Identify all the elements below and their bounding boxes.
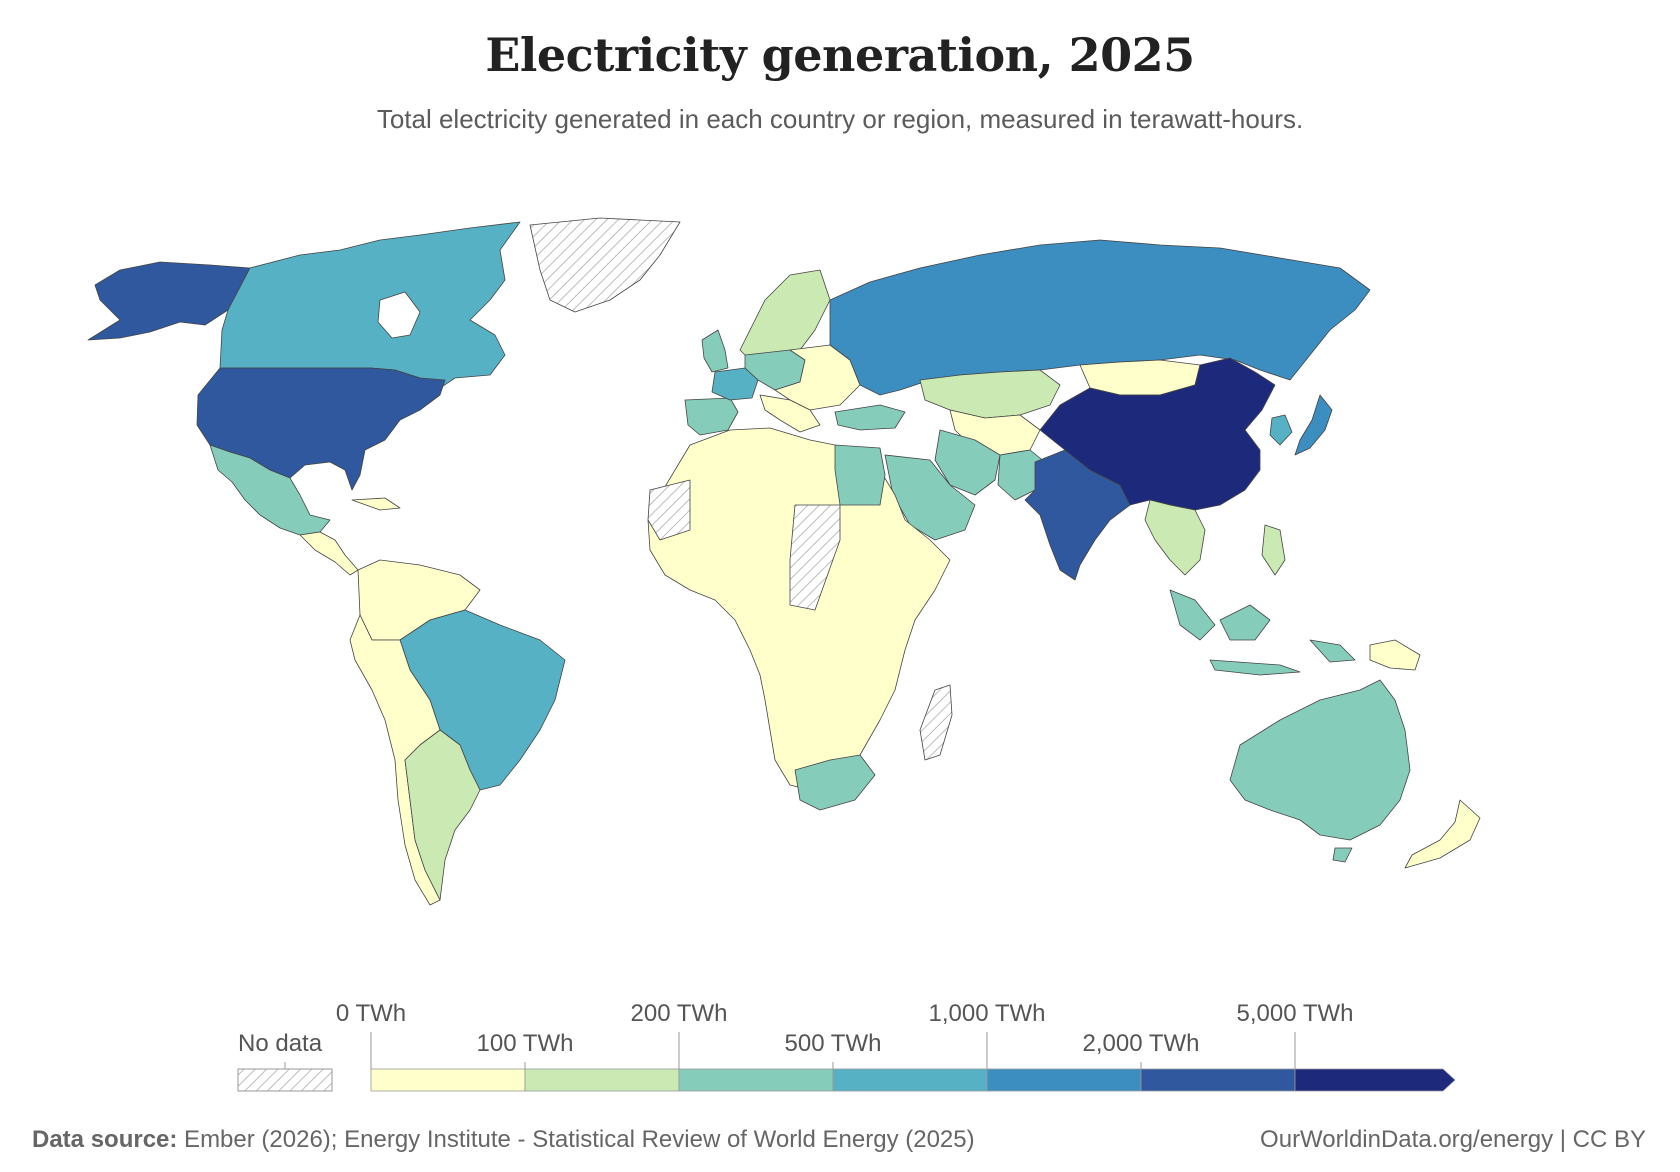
region-central-america[interactable] [299, 531, 359, 576]
legend-label-5: 2,000 TWh [1082, 1030, 1200, 1057]
region-tasmania[interactable] [1332, 847, 1353, 863]
region-turkey[interactable] [834, 404, 906, 431]
legend-label-0: 0 TWh [335, 1000, 407, 1027]
chart-title: Electricity generation, 2025 [485, 28, 1195, 82]
region-greenland[interactable] [529, 217, 681, 313]
legend-bin-5[interactable] [1140, 1068, 1296, 1092]
region-western-sahara[interactable] [647, 479, 691, 541]
region-southeast-asia[interactable] [1144, 499, 1206, 576]
legend-bin-0[interactable] [370, 1068, 526, 1092]
world-map [87, 217, 1481, 906]
region-iran[interactable] [934, 429, 1001, 496]
legend-nodata-swatch [237, 1068, 333, 1092]
region-uk[interactable] [701, 329, 729, 373]
region-japan[interactable] [1294, 394, 1333, 456]
region-sudan-nodata[interactable] [789, 504, 841, 611]
region-philippines[interactable] [1261, 524, 1286, 576]
region-china[interactable] [1039, 357, 1276, 511]
footer-source: Data source: Ember (2026); Energy Instit… [32, 1126, 975, 1154]
region-caribbean[interactable] [351, 497, 401, 511]
legend-label-1: 100 TWh [476, 1030, 574, 1057]
region-south-africa[interactable] [794, 754, 876, 811]
region-argentina[interactable] [404, 729, 481, 901]
region-australia[interactable] [1229, 679, 1411, 841]
legend-bin-4[interactable] [986, 1068, 1142, 1092]
region-korea[interactable] [1269, 414, 1293, 446]
legend-label-4: 1,000 TWh [928, 1000, 1046, 1027]
legend-bin-3[interactable] [832, 1068, 988, 1092]
region-mexico[interactable] [209, 444, 331, 536]
legend-nodata-label: No data [238, 1030, 323, 1057]
legend-bin-2[interactable] [678, 1068, 834, 1092]
region-kazakhstan[interactable] [919, 369, 1061, 419]
footer-source-label: Data source: [32, 1126, 178, 1153]
legend-label-3: 500 TWh [784, 1030, 882, 1057]
region-canada[interactable] [219, 221, 521, 389]
region-new-zealand[interactable] [1404, 799, 1481, 869]
region-madagascar[interactable] [919, 684, 953, 761]
region-indonesia[interactable] [1169, 589, 1356, 676]
region-alaska[interactable] [87, 261, 251, 341]
footer-attribution[interactable]: OurWorldinData.org/energy | CC BY [1260, 1126, 1646, 1153]
legend-label-6: 5,000 TWh [1236, 1000, 1354, 1027]
region-papua-new-guinea[interactable] [1369, 639, 1421, 671]
region-iberia[interactable] [684, 397, 739, 436]
region-russia[interactable] [829, 239, 1371, 396]
legend-label-2: 200 TWh [630, 1000, 728, 1027]
legend-bin-1[interactable] [524, 1068, 680, 1092]
region-canada-bay [377, 291, 421, 339]
region-italy-balkans[interactable] [759, 394, 821, 433]
region-egypt[interactable] [834, 444, 886, 506]
legend-bin-6[interactable] [1294, 1068, 1456, 1092]
footer-source-text: Ember (2026); Energy Institute - Statist… [177, 1126, 975, 1153]
chart-subtitle: Total electricity generated in each coun… [376, 104, 1304, 134]
